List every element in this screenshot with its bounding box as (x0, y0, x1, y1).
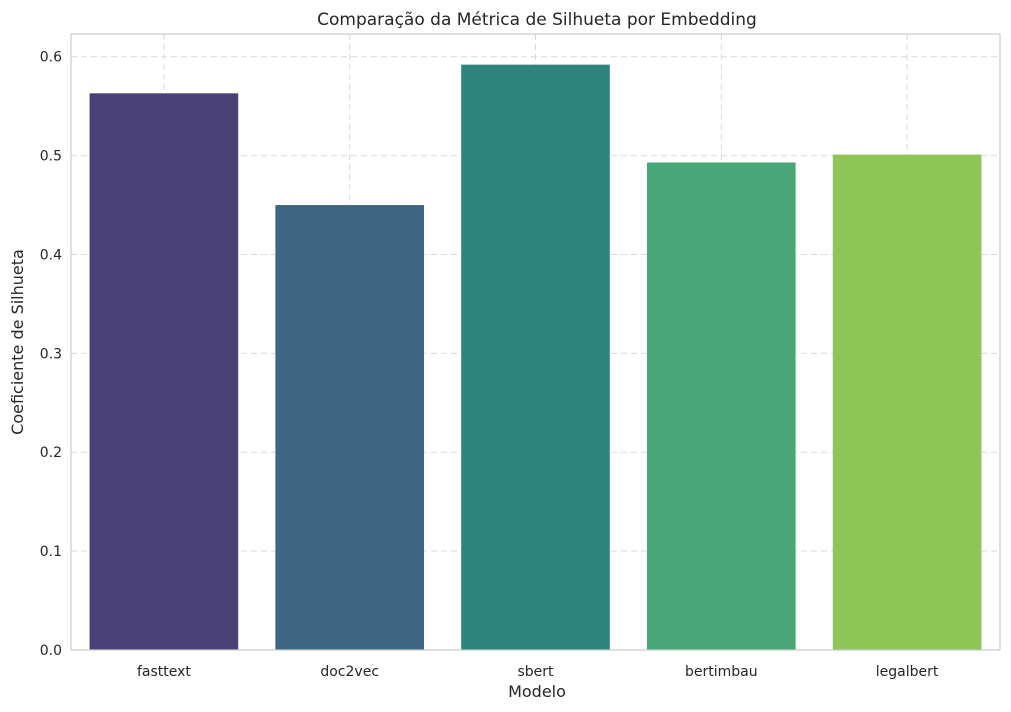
bar-bertimbau (646, 162, 796, 651)
y-tick-label: 0.3 (40, 346, 62, 362)
x-tick-label: doc2vec (320, 664, 379, 680)
y-tick-label: 0.2 (40, 445, 62, 461)
bar-legalbert (832, 154, 982, 650)
bar-doc2vec (275, 205, 425, 650)
bar-fasttext (89, 93, 239, 650)
y-tick-label: 0.1 (40, 544, 62, 560)
y-tick-label: 0.0 (40, 643, 62, 659)
bar-sbert (461, 64, 610, 651)
y-tick-label: 0.6 (40, 50, 62, 66)
x-tick-labels: fasttext doc2vec sbert bertimbau legalbert (137, 664, 939, 680)
x-tick-label: fasttext (137, 664, 191, 680)
y-tick-label: 0.5 (40, 149, 62, 165)
x-axis-label: Modelo (508, 682, 566, 701)
x-tick-label: sbert (517, 664, 554, 680)
plot-frame (70, 33, 1001, 651)
x-tick-label: bertimbau (685, 664, 758, 680)
x-tick-label: legalbert (876, 664, 939, 680)
chart-title: Comparação da Métrica de Silhueta por Em… (317, 10, 757, 30)
bars (89, 64, 982, 651)
y-axis-label: Coeficiente de Silhueta (8, 249, 27, 435)
y-tick-label: 0.4 (40, 247, 62, 263)
y-tick-labels: 0.0 0.1 0.2 0.3 0.4 0.5 0.6 (40, 50, 62, 659)
